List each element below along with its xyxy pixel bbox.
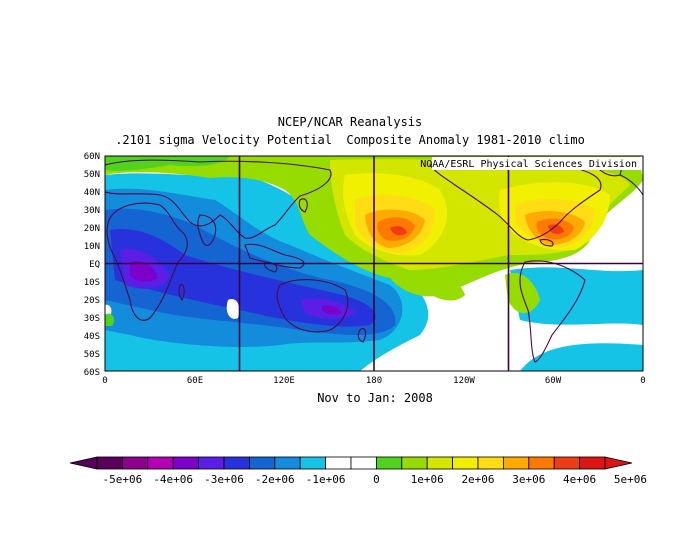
- lat-label: 20N: [84, 224, 100, 234]
- colorbar: [69, 456, 633, 470]
- reference-grid: [105, 156, 643, 371]
- colorbar-segment: [274, 456, 301, 470]
- colorbar-segment: [96, 456, 123, 470]
- lat-label: 50S: [84, 350, 100, 360]
- colorbar-segment: [375, 456, 403, 470]
- credit-box: [432, 157, 642, 170]
- colorbar-label: -2e+06: [255, 473, 295, 486]
- colorbar-segment: [579, 456, 606, 470]
- colorbar-segment: [477, 456, 504, 470]
- colorbar-label: 1e+06: [411, 473, 444, 486]
- lon-label: 120W: [453, 376, 475, 386]
- colorbar-segment: [553, 456, 581, 470]
- colorbar-segment: [426, 456, 454, 470]
- lat-label: EQ: [89, 260, 100, 270]
- lon-label: 0: [640, 376, 645, 386]
- lat-label: 40S: [84, 332, 100, 342]
- lon-label: 60E: [187, 376, 203, 386]
- colorbar-label: -4e+06: [153, 473, 193, 486]
- colorbar-segment: [325, 456, 352, 470]
- credit-text: NOAA/ESRL Physical Sciences Division: [420, 159, 637, 170]
- colorbar-segment: [223, 456, 250, 470]
- colorbar-label: 0: [373, 473, 380, 486]
- colorbar-segment: [502, 456, 530, 470]
- lon-label: 180: [366, 376, 382, 386]
- longitude-axis: 0 60E 120E 180 120W 60W 0: [102, 376, 645, 386]
- colorbar-label: -1e+06: [306, 473, 346, 486]
- lat-label: 60S: [84, 368, 100, 378]
- lat-label: 20S: [84, 296, 100, 306]
- colorbar-segment: [248, 456, 276, 470]
- title-line-2: .2101 sigma Velocity Potential Composite…: [115, 133, 585, 147]
- lat-label: 10S: [84, 278, 100, 288]
- lat-label: 30S: [84, 314, 100, 324]
- colorbar-arrow-right: [604, 456, 633, 470]
- lon-label: 60W: [545, 376, 562, 386]
- colorbar-segment: [122, 456, 149, 470]
- colorbar-segment: [198, 456, 225, 470]
- colorbar-segment: [452, 456, 479, 470]
- title-line-1: NCEP/NCAR Reanalysis: [277, 115, 423, 129]
- colorbar-segment: [172, 456, 199, 470]
- lat-label: 50N: [84, 170, 100, 180]
- period-label: Nov to Jan: 2008: [317, 391, 433, 405]
- colorbar-segment: [350, 456, 377, 470]
- lat-label: 10N: [84, 242, 100, 252]
- colorbar-label: -5e+06: [103, 473, 143, 486]
- lat-label: 40N: [84, 188, 100, 198]
- colorbar-label: 5e+06: [614, 473, 647, 486]
- colorbar-arrow-left: [69, 456, 98, 470]
- colorbar-label: 3e+06: [512, 473, 545, 486]
- colorbar-segment: [401, 456, 428, 470]
- lon-label: 0: [102, 376, 107, 386]
- colorbar-label: 4e+06: [563, 473, 596, 486]
- colorbar-labels: -5e+06 -4e+06 -3e+06 -2e+06 -1e+06 0 1e+06 2e+0…: [103, 473, 647, 486]
- latitude-axis: 60N 50N 40N 30N 20N 10N EQ 10S 20S 30S 4…: [84, 152, 100, 378]
- lat-label: 60N: [84, 152, 100, 162]
- lat-label: 30N: [84, 206, 100, 216]
- colorbar-label: 2e+06: [461, 473, 494, 486]
- colorbar-segment: [299, 456, 327, 470]
- colorbar-segment: [528, 456, 555, 470]
- colorbar-segment: [147, 456, 174, 470]
- lon-label: 120E: [273, 376, 295, 386]
- colorbar-label: -3e+06: [204, 473, 244, 486]
